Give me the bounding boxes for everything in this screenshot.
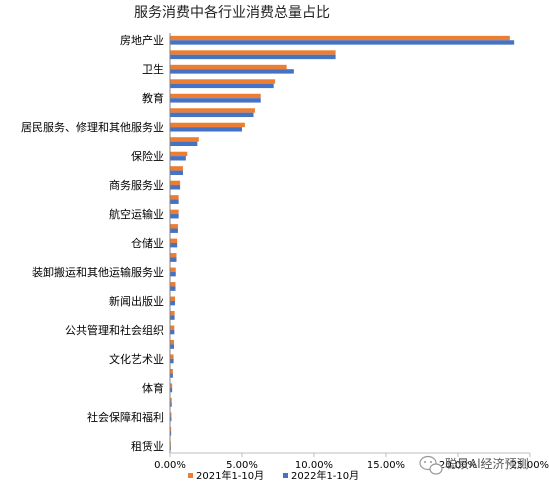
legend-swatch [283, 473, 288, 478]
bar-2022-4 [170, 98, 261, 103]
x-tick-label: 0.00% [154, 460, 186, 471]
x-tick-labels: 0.00% 5.00% 10.00% 15.00% 20.00% 25.00% [154, 453, 549, 471]
bar-2021-6 [170, 122, 245, 128]
bars-layer [170, 35, 515, 451]
bar-2022-10 [170, 185, 181, 190]
bar-2021-11 [170, 195, 179, 200]
category-label: 教育 [142, 91, 164, 105]
category-label: 公共管理和社会组织 [65, 323, 164, 337]
bar-2022-3 [170, 83, 274, 89]
bar-2021-25 [170, 397, 172, 403]
category-label: 社会保障和福利 [87, 410, 164, 424]
category-label: 保险业 [131, 149, 164, 163]
bar-2022-13 [170, 228, 178, 233]
bar-2021-12 [170, 209, 179, 215]
bar-2021-22 [170, 354, 174, 359]
bar-2021-17 [170, 282, 176, 287]
bar-2021-16 [170, 267, 176, 272]
bar-2022-23 [170, 373, 173, 378]
bar-2021-18 [170, 296, 176, 301]
bar-2022-26 [170, 416, 172, 422]
bar-2021-24 [170, 383, 173, 388]
category-label: 新闻出版业 [109, 294, 164, 308]
bar-2022-15 [170, 257, 177, 262]
bar-2022-7 [170, 141, 198, 147]
bar-2021-1 [170, 50, 336, 55]
bar-2021-21 [170, 339, 175, 345]
bar-2021-27 [170, 426, 172, 432]
bar-2022-17 [170, 286, 176, 291]
x-tick-label: 20.00% [439, 460, 477, 471]
watermark-text: 聪景Al经济预测 [445, 456, 529, 471]
bar-2022-12 [170, 214, 179, 219]
bar-2021-3 [170, 79, 276, 84]
bar-2021-2 [170, 64, 287, 70]
bar-2022-6 [170, 127, 242, 132]
legend-label: 2022年1-10月 [291, 469, 359, 482]
category-label: 商务服务业 [109, 178, 164, 192]
bar-2021-9 [170, 166, 183, 171]
category-label: 文化艺术业 [109, 352, 164, 366]
bar-2022-19 [170, 315, 175, 320]
chart-title: 服务消费中各行业消费总量占比 [134, 5, 330, 21]
bar-2022-24 [170, 387, 173, 393]
bar-2021-7 [170, 137, 199, 142]
bar-2021-8 [170, 151, 188, 157]
bar-2021-19 [170, 311, 175, 316]
bar-2021-26 [170, 412, 172, 417]
bar-2021-20 [170, 325, 175, 330]
bar-2022-22 [170, 358, 174, 364]
legend-swatch [188, 473, 193, 478]
bar-2022-1 [170, 54, 336, 60]
x-tick-label: 15.00% [367, 460, 405, 471]
bar-2022-11 [170, 199, 179, 204]
category-label: 租赁业 [131, 439, 164, 453]
bar-2022-9 [170, 170, 183, 175]
x-tick-label: 25.00% [511, 460, 549, 471]
bar-2021-4 [170, 93, 261, 99]
category-labels: 房地产业卫生教育居民服务、修理和其他服务业保险业商务服务业航空运输业仓储业装卸搬… [21, 33, 164, 453]
bar-2021-14 [170, 238, 178, 243]
bar-2022-20 [170, 329, 175, 335]
wechat-icon [419, 455, 443, 475]
bar-2022-5 [170, 112, 254, 118]
bar-2021-5 [170, 108, 255, 113]
bar-2022-14 [170, 243, 178, 248]
category-label: 航空运输业 [109, 207, 164, 221]
legend-label: 2021年1-10月 [196, 469, 264, 482]
bar-2022-25 [170, 402, 172, 407]
x-tick-label: 10.00% [295, 460, 333, 471]
x-tick-label: 5.00% [226, 460, 258, 471]
bar-2021-13 [170, 224, 178, 229]
bar-2022-2 [170, 69, 294, 74]
category-label: 装卸搬运和其他运输服务业 [32, 265, 164, 279]
category-label: 仓储业 [131, 236, 164, 250]
category-label: 体育 [142, 381, 164, 395]
bar-2022-0 [170, 40, 515, 45]
watermark: 聪景Al经济预测 [419, 455, 529, 475]
bar-2021-15 [170, 253, 177, 258]
category-label: 房地产业 [120, 33, 164, 47]
legend: 2021年1-10月 2022年1-10月 [188, 469, 359, 482]
category-label: 居民服务、修理和其他服务业 [21, 120, 164, 134]
bar-2022-8 [170, 156, 186, 161]
bar-2022-27 [170, 431, 172, 436]
bar-2022-16 [170, 271, 176, 277]
category-label: 卫生 [142, 62, 164, 76]
bar-2021-0 [170, 35, 510, 41]
bar-2021-10 [170, 180, 181, 186]
bar-2021-23 [170, 368, 173, 374]
bar-2022-21 [170, 344, 175, 349]
bar-2022-18 [170, 300, 176, 306]
